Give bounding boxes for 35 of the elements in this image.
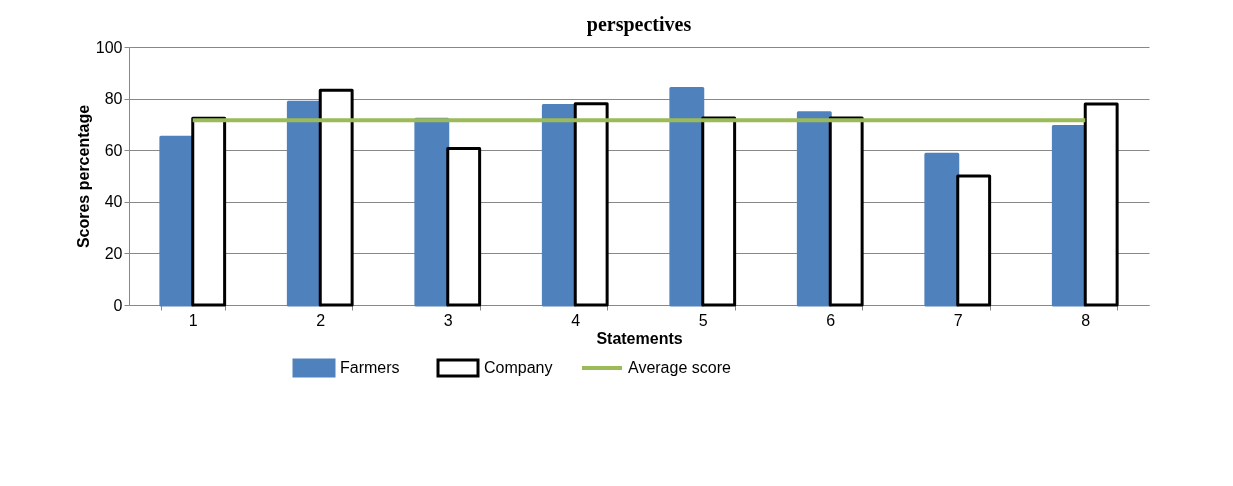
y-tick-label: 40 <box>104 193 123 211</box>
x-tick-label: 4 <box>571 311 581 329</box>
x-tick-label: 3 <box>443 311 453 329</box>
bar <box>828 116 864 307</box>
bar <box>286 100 322 307</box>
bar <box>541 104 577 307</box>
bar <box>796 111 832 307</box>
bar <box>318 88 354 307</box>
x-tick-label: 5 <box>698 311 708 329</box>
x-tick-label: 6 <box>826 311 836 329</box>
bar <box>573 102 609 307</box>
bar <box>446 146 482 307</box>
y-tick-label: 100 <box>95 38 123 56</box>
bar <box>924 152 960 307</box>
bar <box>1083 102 1119 307</box>
bar <box>956 174 992 307</box>
y-tick-label: 20 <box>104 244 123 262</box>
y-tick-label: 80 <box>104 90 123 108</box>
x-tick-label: 2 <box>316 311 326 329</box>
legend-label: Farmers <box>340 359 400 376</box>
chart-title: perspectives <box>586 13 692 36</box>
legend-label: Company <box>484 359 553 376</box>
x-tick-label: 1 <box>188 311 198 329</box>
y-tick-label: 0 <box>113 296 123 314</box>
y-tick-label: 60 <box>104 141 123 159</box>
bar <box>1051 124 1087 307</box>
x-tick-label: 8 <box>1081 311 1091 329</box>
bar <box>159 135 195 307</box>
bar <box>701 116 737 307</box>
y-axis-title: Scores percentage <box>74 104 92 249</box>
x-axis-title: Statements <box>596 329 683 347</box>
x-tick-label: 7 <box>953 311 963 329</box>
bar <box>669 87 705 307</box>
bar <box>191 116 227 307</box>
legend-label: Average score <box>628 359 731 376</box>
